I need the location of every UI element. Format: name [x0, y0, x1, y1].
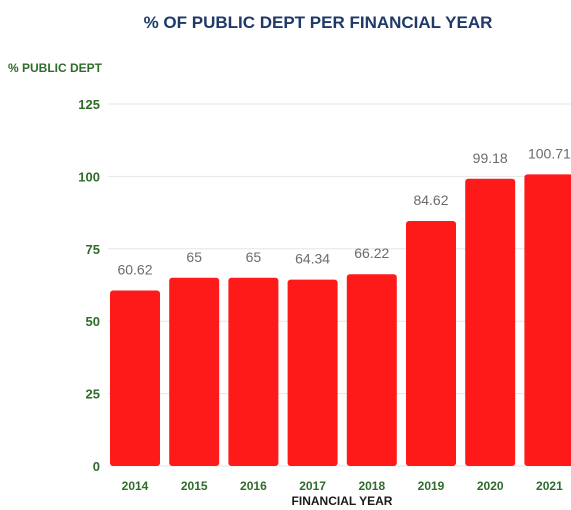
y-tick-label: 75 [86, 242, 100, 257]
data-label: 64.34 [295, 251, 330, 267]
bar-2016 [228, 277, 279, 466]
chart-title: % OF PUBLIC DEPT PER FINANCIAL YEAR [144, 13, 493, 32]
y-axis-ticks: 0 25 50 75 100 125 [78, 97, 100, 474]
bar-2014 [110, 290, 160, 466]
data-labels: 60.62 65 65 64.34 66.22 84.62 99.18 100.71 [117, 145, 571, 277]
bar-2017 [287, 279, 338, 466]
x-tick-label: 2017 [299, 479, 326, 493]
x-tick-label: 2015 [181, 479, 208, 493]
data-label: 65 [186, 249, 202, 265]
bars [110, 174, 571, 466]
x-axis-label: FINANCIAL YEAR [292, 494, 393, 508]
x-axis-ticks: 2014 2015 2016 2017 2018 2019 2020 2021 [122, 479, 563, 493]
data-label: 99.18 [473, 150, 508, 166]
y-tick-label: 0 [93, 459, 100, 474]
data-label: 100.71 [528, 145, 571, 161]
x-tick-label: 2016 [240, 479, 267, 493]
bar-2020 [465, 178, 516, 466]
y-axis-label: % PUBLIC DEPT [8, 61, 103, 75]
x-tick-label: 2021 [536, 479, 563, 493]
y-tick-label: 125 [78, 97, 100, 112]
bar-2018 [346, 274, 397, 466]
bar-2019 [406, 220, 456, 466]
y-tick-label: 50 [86, 314, 100, 329]
bar-2015 [169, 277, 220, 466]
data-label: 84.62 [413, 192, 448, 208]
x-tick-label: 2019 [418, 479, 445, 493]
x-tick-label: 2020 [477, 479, 504, 493]
bar-2021 [524, 174, 571, 466]
y-tick-label: 100 [78, 169, 100, 184]
data-label: 60.62 [117, 261, 152, 277]
x-tick-label: 2018 [358, 479, 385, 493]
x-tick-label: 2014 [122, 479, 149, 493]
data-label: 66.22 [354, 245, 389, 261]
y-tick-label: 25 [86, 387, 100, 402]
data-label: 65 [246, 249, 262, 265]
